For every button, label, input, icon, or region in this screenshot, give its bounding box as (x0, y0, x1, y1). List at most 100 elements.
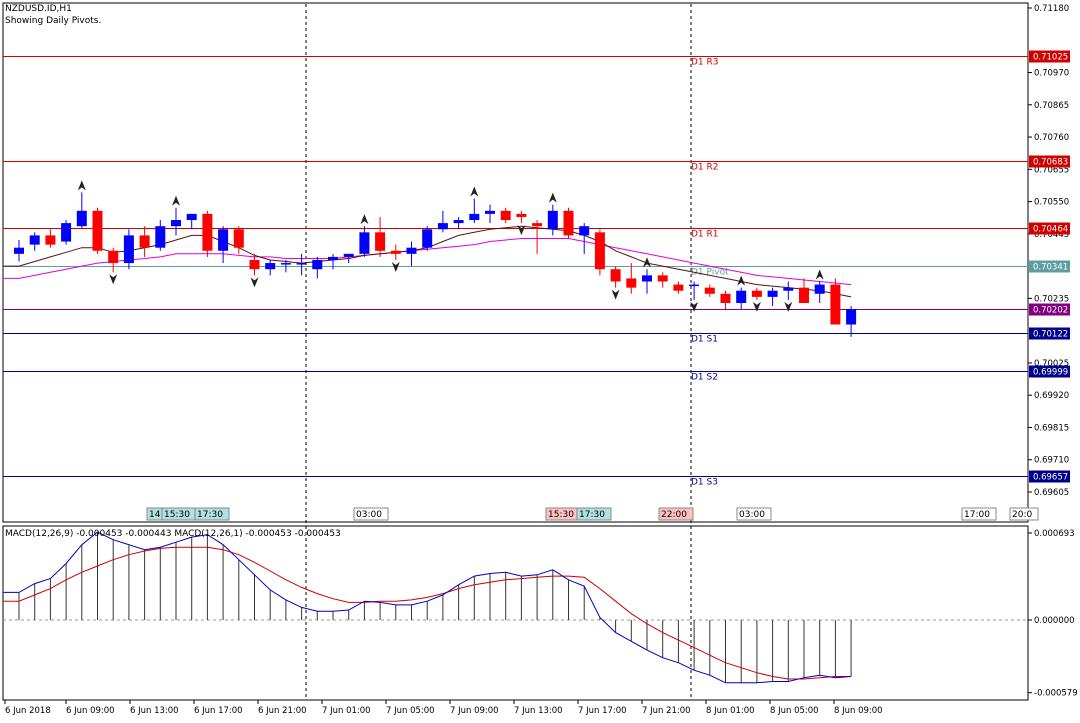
fractal-up-marker (737, 275, 746, 286)
candle-body (799, 287, 809, 304)
macd-axis: 0.000693 0.000000 -0.000579 (1028, 529, 1078, 699)
candle-body (485, 210, 495, 214)
price-tag (1029, 365, 1070, 378)
fractal-up-marker (815, 269, 824, 280)
candle-body (406, 247, 417, 254)
fractal-down-marker (250, 277, 259, 288)
candle-body (563, 210, 574, 236)
candle-body (610, 269, 621, 282)
time-axis: 6 Jun 2018 6 Jun 09:00 6 Jun 13:00 6 Jun 17… (4, 700, 883, 716)
candle-body (516, 213, 527, 217)
fractal-up-marker (77, 180, 86, 191)
candle-body (751, 290, 762, 297)
session-tag (658, 507, 694, 521)
price-tag-text: 0.70683 (1033, 158, 1068, 168)
macd-signal-line (3, 546, 852, 680)
fractal-down-marker (752, 301, 761, 312)
candle-body (579, 226, 590, 236)
fractal-up-marker (360, 214, 369, 225)
candle-body (218, 229, 229, 251)
price-panel-frame (2, 2, 1029, 523)
candle-body (500, 210, 511, 221)
price-tick-label: 0.70760 (1034, 133, 1069, 143)
price-tag (1029, 303, 1070, 316)
time-tick-label: 8 Jun 09:00 (834, 706, 883, 716)
candle-body (296, 263, 307, 265)
price-tick-label: 0.69710 (1034, 456, 1069, 466)
candle-body (45, 235, 56, 245)
candle-body (469, 213, 480, 221)
session-tag (353, 507, 389, 521)
price-tick-label: 0.69815 (1034, 423, 1069, 433)
time-tick-label: 6 Jun 13:00 (130, 706, 179, 716)
time-tick-label: 7 Jun 21:00 (642, 706, 691, 716)
price-tick-label: 0.70865 (1034, 101, 1069, 111)
candle-body (657, 275, 668, 282)
fractal-down-marker (690, 301, 699, 312)
level-label: D1 R3 (691, 58, 719, 68)
level-label: D1 Pivot (691, 268, 729, 278)
candle-body (422, 229, 433, 248)
price-tick-label: 0.70655 (1034, 165, 1069, 175)
session-tag (576, 507, 612, 521)
candle-body (328, 256, 338, 260)
price-tick-label: 0.70025 (1034, 359, 1069, 369)
price-tag (1029, 470, 1070, 483)
candle-body (343, 253, 354, 257)
price-tag-text: 0.69657 (1033, 473, 1068, 483)
candle-body (202, 213, 213, 251)
time-tick-label: 8 Jun 05:00 (770, 706, 819, 716)
fractal-down-marker (517, 225, 526, 236)
candle-body (14, 247, 24, 254)
fractal-up-marker (172, 195, 180, 206)
price-tag (1029, 50, 1070, 63)
price-tag-text: 0.70464 (1033, 225, 1068, 235)
session-tag-text: 20:0 (1012, 510, 1032, 520)
candle-body (76, 210, 87, 227)
fractal-down-marker (391, 261, 400, 272)
candle-body (437, 223, 448, 230)
candle-body (233, 229, 244, 248)
time-tick-label: 6 Jun 17:00 (194, 706, 243, 716)
candle-body (594, 232, 605, 270)
macd-title: MACD(12,26,9) -0.000453 -0.000443 MACD(1… (5, 529, 341, 539)
session-tag (961, 507, 997, 521)
fractal-down-marker (611, 289, 620, 300)
price-tick-label: 0.71180 (1034, 4, 1069, 14)
fractal-up-marker (470, 186, 479, 197)
level-label: D1 R2 (691, 163, 719, 173)
candle-body (390, 250, 401, 254)
candle-body (814, 284, 825, 294)
candle-body (249, 259, 260, 270)
price-tag (1029, 222, 1070, 235)
price-tick-label: 0.70550 (1034, 198, 1069, 208)
candle-body (642, 275, 652, 282)
price-tick-label: 0.69605 (1034, 488, 1069, 498)
session-tag-text: 03:00 (356, 510, 382, 520)
fractal-up-marker (643, 257, 651, 268)
candle-body (375, 232, 386, 251)
candle-body (547, 210, 558, 230)
session-tag-text: 17:30 (579, 510, 605, 520)
candle-body (155, 226, 166, 248)
price-tick-label: 0.70970 (1034, 69, 1069, 79)
candle-body (29, 235, 40, 245)
candle-body (139, 235, 150, 248)
candle-body (830, 284, 841, 325)
time-tick-label: 8 Jun 01:00 (706, 706, 755, 716)
candle-body (673, 284, 684, 291)
price-tick-label: 0.70445 (1034, 230, 1069, 240)
session-tag-text: 03:00 (739, 510, 765, 520)
level-label: D1 S2 (691, 373, 718, 383)
fractal-down-marker (109, 274, 118, 285)
level-label: D1 R1 (691, 230, 719, 240)
session-tags: 14: 15:30 17:30 03:00 15:30 17:30 22:00 03:00 17… (146, 507, 1039, 521)
session-tag-text: 17:00 (964, 510, 990, 520)
candle-body (123, 235, 134, 264)
time-tick-label: 7 Jun 17:00 (578, 706, 627, 716)
price-tag-text: 0.70122 (1033, 330, 1068, 340)
candle-body (61, 223, 72, 242)
session-tag (194, 507, 230, 521)
